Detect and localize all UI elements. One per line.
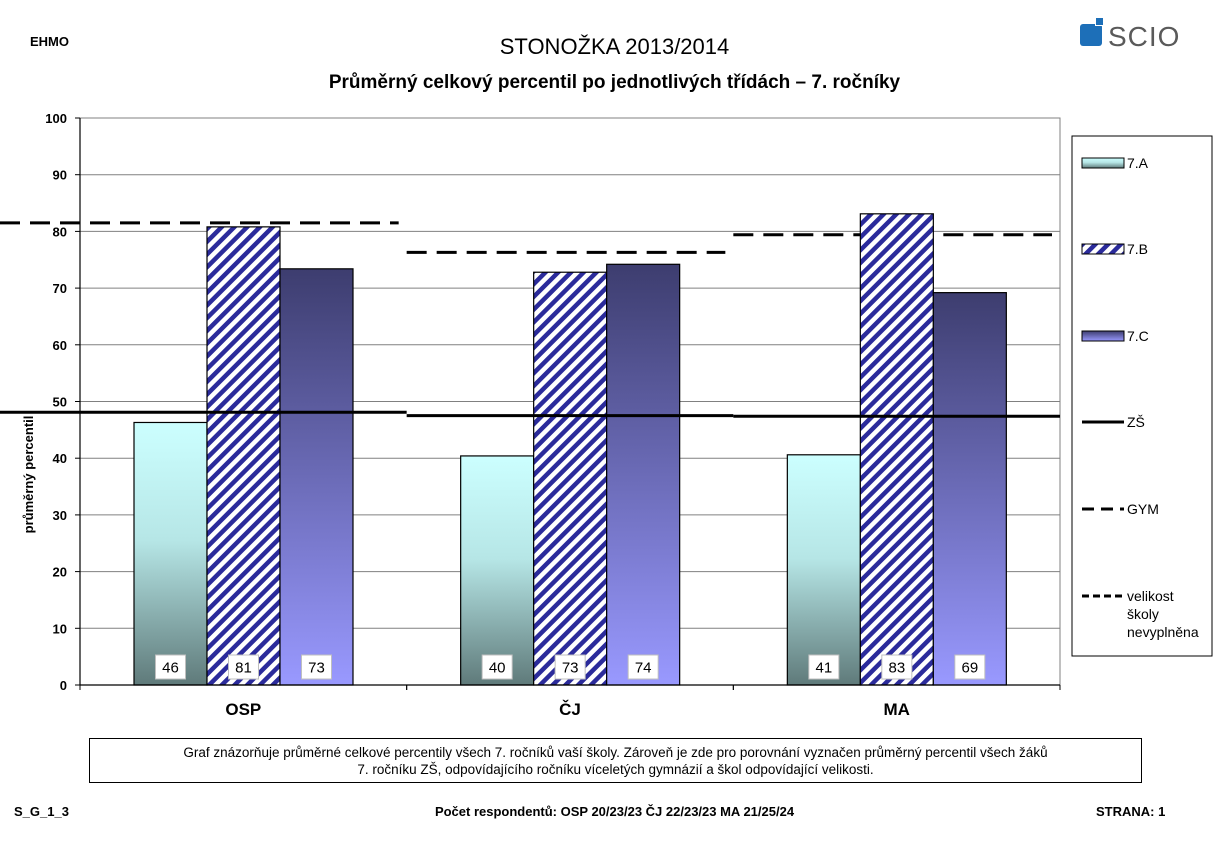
data-label: 41 [815, 660, 832, 677]
legend-label: nevyplněna [1127, 624, 1199, 640]
data-label: 73 [308, 660, 325, 677]
y-tick-label: 10 [53, 621, 67, 636]
note-line-1: Graf znázorňuje průměrné celkové percent… [183, 745, 1048, 760]
data-label: 83 [888, 660, 905, 677]
legend-label: 7.C [1127, 328, 1149, 344]
legend-swatch [1081, 157, 1125, 169]
category-label: OSP [225, 700, 261, 719]
legend-label: školy [1127, 606, 1159, 622]
legend [1071, 135, 1213, 657]
y-tick-label: 60 [53, 338, 67, 353]
bar-7c-2 [932, 292, 1007, 686]
data-label: 40 [489, 660, 506, 677]
legend-label: velikost [1127, 588, 1174, 604]
chart-note: Graf znázorňuje průměrné celkové percent… [89, 738, 1142, 783]
y-tick-label: 20 [53, 565, 67, 580]
scio-logo: SCIO [1080, 17, 1180, 52]
footer-code: S_G_1_3 [14, 804, 69, 819]
data-label-box [808, 654, 840, 680]
page-title: STONOŽKA 2013/2014 [499, 34, 730, 59]
data-label-box [228, 654, 259, 680]
data-label-box [627, 654, 659, 680]
data-label: 74 [635, 660, 652, 677]
chart: 46 81 73 40 73 74 41 83 69 0 10 20 30 40 50 60 70 80 90 10… [0, 111, 1213, 719]
y-tick-label: 100 [45, 111, 67, 126]
category-label: MA [883, 700, 909, 719]
legend-label: ZŠ [1127, 414, 1145, 430]
bar-7c-0 [279, 268, 354, 686]
bar-7b-2 [859, 213, 934, 686]
legend-label: 7.B [1127, 241, 1148, 257]
legend-label: 7.A [1127, 155, 1149, 171]
y-tick-label: 70 [53, 281, 67, 296]
report-code: EHMO [30, 34, 69, 49]
y-tick-label: 80 [53, 224, 67, 239]
data-label: 73 [562, 660, 579, 677]
y-tick-label: 40 [53, 451, 67, 466]
bar-7c-1 [606, 263, 681, 686]
page-number: STRANA: 1 [1096, 804, 1166, 819]
bar-7a-2 [786, 454, 861, 686]
legend-swatch [1081, 330, 1125, 342]
respondents-count: Počet respondentů: OSP 20/23/23 ČJ 22/23… [434, 804, 795, 819]
data-label-box [301, 654, 332, 680]
y-tick-label: 90 [53, 168, 67, 183]
y-axis-label: průměrný percentil [21, 416, 36, 534]
data-label-box [481, 654, 513, 680]
bar-7a-0 [133, 421, 208, 686]
data-label-box [881, 654, 913, 680]
data-label: 81 [235, 660, 252, 677]
data-label: 69 [961, 660, 978, 677]
legend-label: GYM [1127, 501, 1159, 517]
bar-7b-0 [206, 226, 281, 686]
bar-7a-1 [460, 455, 535, 686]
chart-subtitle: Průměrný celkový percentil po jednotlivý… [328, 72, 901, 93]
y-tick-label: 0 [60, 678, 67, 693]
data-label-box [155, 654, 186, 680]
data-label-box [554, 654, 586, 680]
y-tick-label: 50 [53, 395, 67, 410]
data-label: 46 [162, 660, 179, 677]
legend-swatch [1081, 243, 1125, 255]
logo-square-icon [1080, 24, 1102, 46]
data-label-box [954, 654, 986, 680]
logo-text: SCIO [1108, 21, 1180, 52]
bar-7b-1 [533, 271, 608, 686]
note-line-2: 7. ročníku ZŠ, odpovídajícího ročníku ví… [357, 762, 874, 777]
category-label: ČJ [559, 700, 581, 719]
y-tick-label: 30 [53, 508, 67, 523]
